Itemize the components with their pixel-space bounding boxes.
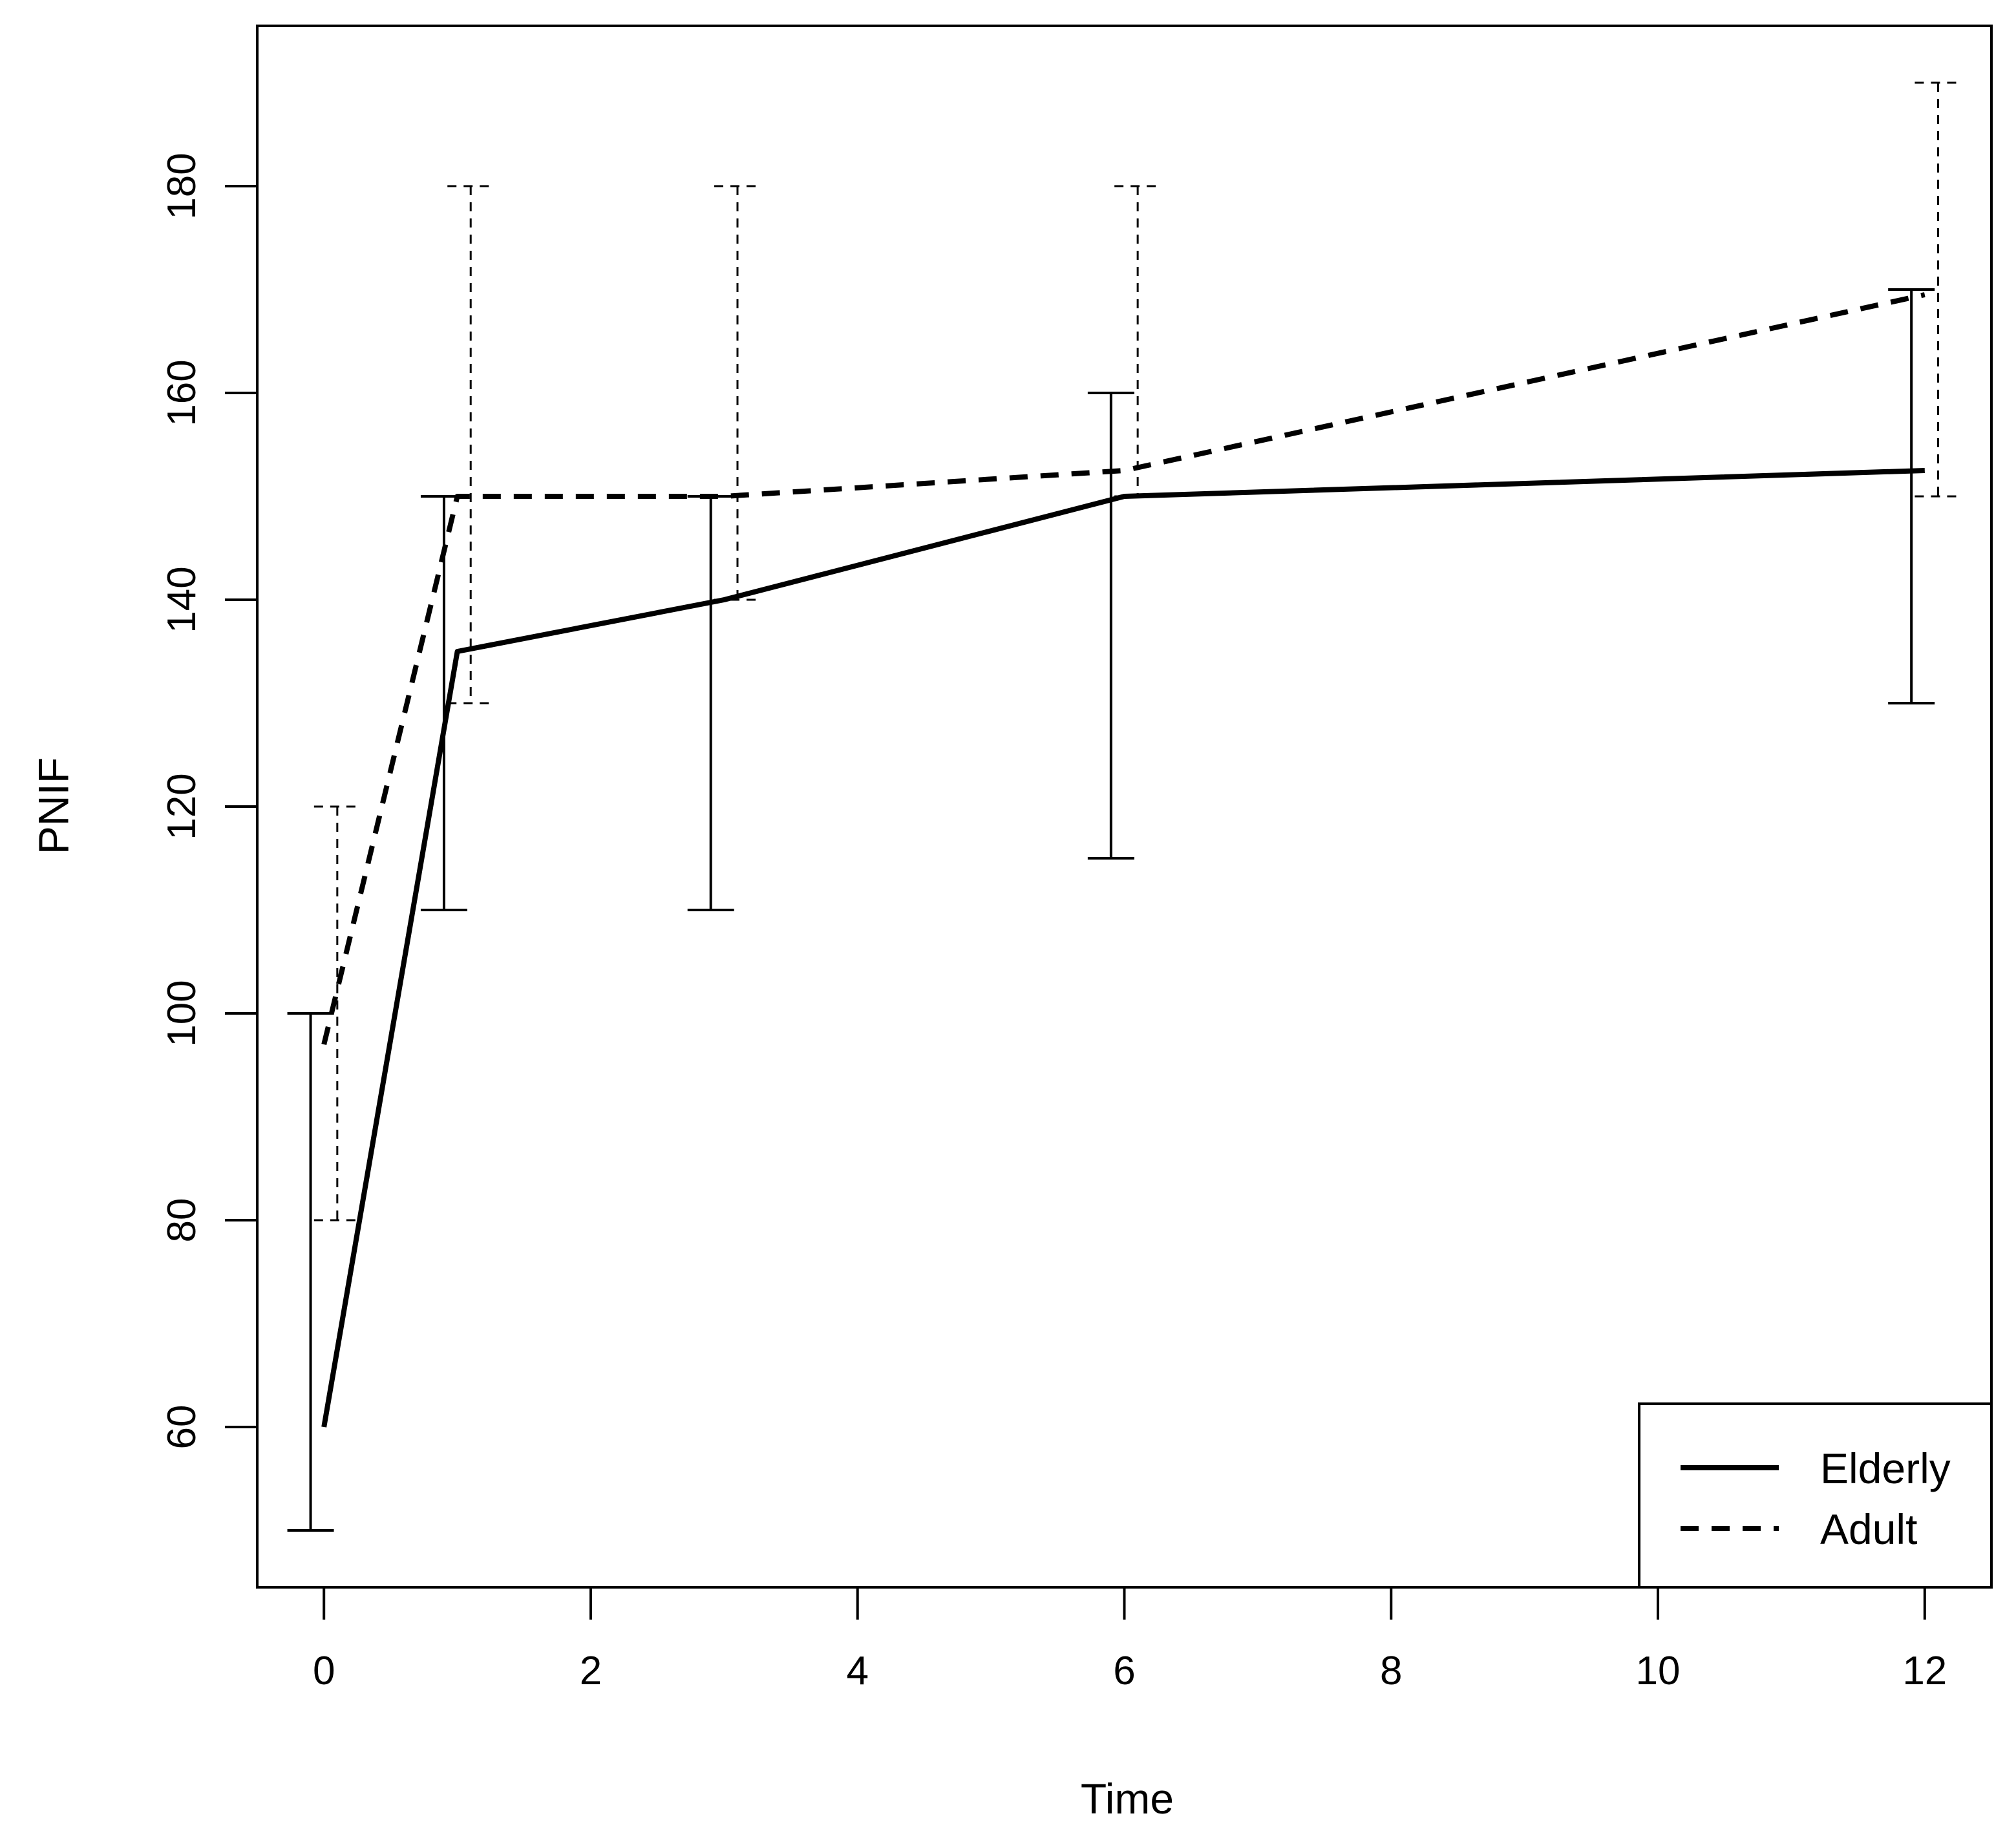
error-bars: [287, 81, 1962, 1532]
x-tick-label: 0: [313, 1649, 335, 1693]
x-tick-label: 2: [580, 1649, 602, 1693]
y-tick-label: 80: [160, 1198, 204, 1243]
x-tick-label: 12: [1902, 1649, 1947, 1693]
legend-label-elderly: Elderly: [1820, 1444, 1951, 1492]
x-axis: 0 2 4 6 8 10 12: [313, 1586, 1947, 1693]
x-tick-label: 10: [1636, 1649, 1681, 1693]
series-line-adult: [321, 292, 1926, 1045]
y-tick-label: 60: [160, 1405, 204, 1450]
y-tick-label: 140: [160, 566, 204, 633]
series-lines: [321, 292, 1926, 1428]
y-tick-label: 120: [160, 773, 204, 840]
legend-label-adult: Adult: [1820, 1505, 1917, 1553]
plot-frame: [256, 25, 1993, 1589]
y-tick-label: 180: [160, 153, 204, 219]
x-tick-label: 4: [846, 1649, 868, 1693]
y-tick-label: 160: [160, 359, 204, 426]
y-axis-title: PNIF: [29, 757, 77, 854]
legend: Elderly Adult: [1638, 1402, 1993, 1589]
y-axis: 60 80 100 120 140 160 180: [160, 153, 259, 1450]
series-line-elderly: [321, 468, 1925, 1428]
x-axis-title: Time: [1081, 1775, 1174, 1823]
x-tick-label: 8: [1380, 1649, 1402, 1693]
y-tick-label: 100: [160, 980, 204, 1046]
x-tick-label: 6: [1113, 1649, 1135, 1693]
legend-box: [1638, 1402, 1993, 1589]
